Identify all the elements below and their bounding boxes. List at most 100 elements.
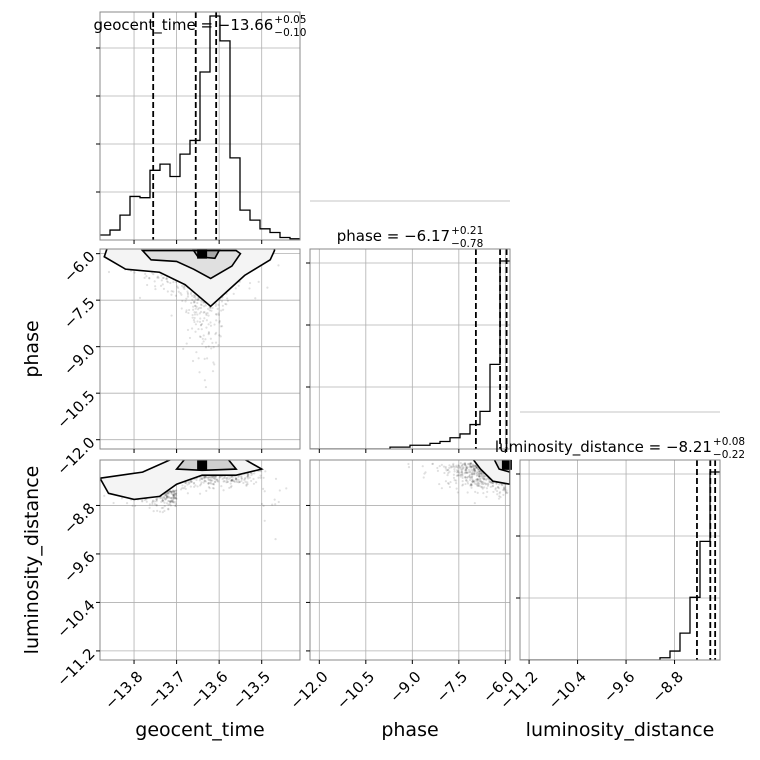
sample-point: [199, 303, 203, 306]
sample-point: [452, 463, 455, 467]
sample-point: [131, 504, 134, 507]
title-main-luminosity_distance: luminosity_distance = −8.21: [495, 438, 712, 457]
sample-point: [465, 466, 468, 470]
sample-point: [468, 473, 472, 476]
sample-point: [465, 471, 468, 474]
sample-point: [476, 481, 479, 484]
sample-point: [486, 484, 489, 487]
sample-point: [205, 319, 208, 322]
sample-point: [172, 493, 175, 497]
sample-point: [486, 477, 489, 480]
sample-point: [215, 478, 219, 481]
sample-point: [192, 305, 195, 308]
sample-point: [213, 480, 216, 484]
sample-point: [186, 492, 189, 495]
sample-point: [207, 333, 210, 336]
sample-point: [165, 497, 168, 500]
sample-point: [444, 480, 448, 483]
sample-point: [172, 494, 176, 498]
title-geocent_time: geocent_time = −13.66 +0.05−0.10: [94, 14, 307, 39]
sample-point: [204, 476, 207, 479]
sample-point: [211, 477, 214, 480]
sample-point: [155, 498, 158, 501]
sample-point: [192, 301, 195, 304]
sample-point: [208, 478, 211, 482]
sample-point: [470, 484, 473, 487]
sample-point: [480, 485, 483, 489]
sample-point: [453, 468, 456, 471]
title-sub-luminosity_distance: −0.22: [713, 449, 745, 461]
sample-point: [476, 477, 479, 481]
sample-point: [255, 481, 258, 484]
sample-point: [180, 307, 183, 310]
sample-point: [161, 511, 164, 514]
sample-point: [145, 498, 148, 501]
sample-point: [230, 485, 233, 488]
sample-point: [160, 500, 163, 504]
xlabel-geocent_time: geocent_time: [135, 719, 264, 741]
sample-point: [211, 306, 214, 310]
sample-point: [469, 476, 472, 480]
sample-point: [496, 493, 499, 496]
sample-point: [474, 478, 477, 481]
sample-point: [161, 499, 165, 502]
sample-point: [450, 465, 453, 468]
sample-point: [464, 479, 468, 482]
sample-point: [462, 466, 465, 469]
sample-point: [226, 480, 230, 483]
sample-point: [156, 275, 159, 278]
sample-point: [205, 326, 208, 329]
sample-point: [171, 496, 175, 499]
sample-point: [203, 357, 206, 360]
sample-point: [248, 281, 252, 285]
sample-point: [243, 478, 246, 481]
sample-point: [447, 472, 450, 475]
sample-point: [456, 471, 459, 474]
title-main-phase: phase = −6.17: [337, 227, 450, 245]
sample-point: [464, 464, 467, 467]
sample-point: [480, 472, 483, 475]
sample-point: [470, 465, 473, 468]
sample-point: [202, 476, 206, 479]
sample-point: [148, 506, 151, 509]
sample-point: [456, 491, 459, 494]
title-sub-phase: −0.78: [451, 238, 483, 250]
sample-point: [476, 468, 480, 471]
sample-point: [478, 474, 481, 477]
marks-layer: [100, 12, 720, 660]
sample-point: [164, 498, 167, 501]
sample-point: [174, 500, 177, 503]
sample-point: [479, 472, 483, 475]
sample-point: [213, 323, 216, 326]
sample-point: [120, 497, 124, 500]
sample-point: [169, 490, 172, 493]
sample-point: [470, 486, 473, 489]
sample-point: [235, 480, 239, 484]
sample-point: [461, 467, 464, 470]
sample-point: [449, 466, 453, 469]
sample-point: [471, 470, 474, 473]
sample-point: [161, 497, 164, 500]
sample-point: [468, 462, 472, 465]
sample-point: [174, 496, 177, 499]
sample-point: [170, 492, 173, 495]
sample-point: [459, 473, 463, 476]
sample-point: [232, 480, 236, 483]
sample-point: [164, 493, 167, 496]
sample-point: [498, 491, 502, 494]
sample-point: [158, 510, 162, 513]
sample-point: [214, 475, 218, 479]
sample-point: [198, 306, 201, 310]
sample-point: [168, 490, 172, 493]
sample-point: [237, 476, 240, 479]
sample-point: [482, 482, 485, 485]
sample-point: [466, 480, 469, 483]
sample-point: [168, 496, 171, 499]
sample-point: [407, 466, 411, 469]
sample-point: [469, 483, 473, 487]
sample-point: [219, 476, 222, 479]
sample-point: [165, 495, 168, 498]
sample-point: [211, 341, 214, 344]
sample-point: [458, 471, 461, 474]
sample-point: [190, 291, 193, 294]
